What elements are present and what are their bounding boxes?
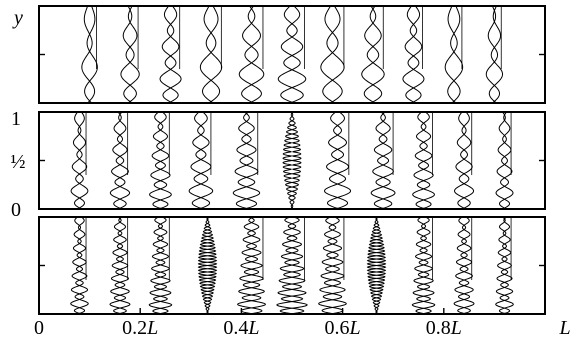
mode-profile-left bbox=[120, 5, 137, 104]
mode-profile-left bbox=[495, 216, 511, 315]
mode-profile-left bbox=[411, 216, 432, 315]
spindle-profile bbox=[374, 216, 387, 315]
mode-profile-right bbox=[73, 111, 89, 210]
mode-profile-right bbox=[405, 5, 425, 104]
mode-profile-left bbox=[109, 216, 127, 315]
mode-profile-right bbox=[240, 216, 267, 315]
axis-ticks bbox=[39, 53, 545, 314]
mode-profile-right bbox=[457, 111, 475, 210]
mode-profiles bbox=[70, 5, 514, 315]
mode-profile-left bbox=[148, 216, 169, 315]
mode-profile-left bbox=[188, 111, 211, 210]
spindle-profile bbox=[205, 216, 218, 315]
mode-profile-right bbox=[162, 5, 182, 104]
mode-profile-right bbox=[241, 5, 265, 104]
mode-profile-right bbox=[152, 111, 172, 210]
mode-profile-right bbox=[113, 111, 131, 210]
x-tick-label: 0.4L bbox=[223, 317, 259, 339]
mode-profile-right bbox=[363, 5, 385, 104]
mode-profile-left bbox=[70, 216, 86, 315]
mode-profile-right bbox=[415, 111, 435, 210]
mode-profile-left bbox=[318, 216, 344, 315]
mode-profile-right bbox=[321, 216, 347, 315]
mode-profile-left bbox=[412, 111, 432, 210]
mode-profile-right bbox=[488, 5, 504, 104]
mode-profile-right bbox=[457, 216, 475, 315]
mode-profile-left bbox=[485, 5, 501, 104]
spindle-profile bbox=[290, 111, 302, 210]
mode-profile-right bbox=[152, 216, 173, 315]
spindle-profile bbox=[282, 111, 294, 210]
mode-profile-right bbox=[123, 5, 140, 104]
mode-profile-right bbox=[84, 5, 98, 104]
mode-profile-right bbox=[373, 111, 396, 210]
mode-profile-left bbox=[402, 5, 422, 104]
mode-profile-right bbox=[415, 216, 436, 315]
mode-profile-left bbox=[81, 5, 96, 104]
mode-profile-right bbox=[499, 111, 514, 210]
mode-profile-left bbox=[238, 5, 262, 104]
mode-profile-left bbox=[277, 5, 304, 104]
mode-profile-left bbox=[320, 5, 343, 104]
mode-profile-left bbox=[70, 111, 85, 210]
spindle-profile bbox=[366, 216, 379, 315]
y-tick-label-half: ½ bbox=[11, 151, 26, 173]
x-tick-label: 0.8L bbox=[426, 317, 462, 339]
x-tick-label: 0.6L bbox=[325, 317, 361, 339]
mode-profile-right bbox=[279, 216, 308, 315]
mode-profile-left bbox=[323, 111, 349, 210]
mode-profile-left bbox=[454, 111, 471, 210]
mode-profile-left bbox=[149, 111, 169, 210]
x-tick-label: L bbox=[558, 317, 570, 339]
x-tick-label: 0 bbox=[34, 317, 44, 339]
mode-profile-right bbox=[235, 111, 261, 210]
mode-profile-left bbox=[159, 5, 179, 104]
panel-top-frame bbox=[38, 5, 546, 104]
mode-profile-right bbox=[191, 111, 214, 210]
mode-profile-right bbox=[326, 111, 352, 210]
mode-profile-right bbox=[202, 5, 223, 104]
mode-profile-left bbox=[444, 5, 461, 104]
mode-profile-right bbox=[280, 5, 307, 104]
mode-profile-left bbox=[453, 216, 471, 315]
y-tick-label-0: 0 bbox=[11, 199, 21, 221]
mode-profile-left bbox=[232, 111, 258, 210]
mode-profile-right bbox=[322, 5, 345, 104]
spindle-profile bbox=[197, 216, 210, 315]
y-tick-label-1: 1 bbox=[11, 108, 21, 130]
mode-profile-left bbox=[109, 111, 127, 210]
mode-profile-left bbox=[276, 216, 305, 315]
mode-profile-left bbox=[361, 5, 383, 104]
mode-profile-left bbox=[236, 216, 263, 315]
mode-profile-right bbox=[73, 216, 89, 315]
mode-profile-left bbox=[199, 5, 221, 104]
mode-profile-right bbox=[447, 5, 464, 104]
mode-profile-left bbox=[370, 111, 393, 210]
mode-profile-left bbox=[495, 111, 511, 210]
x-tick-label: 0.2L bbox=[122, 317, 158, 339]
y-axis-label: y bbox=[12, 7, 23, 29]
x-tick-labels: 0 0.2L 0.4L 0.6L 0.8L L bbox=[34, 317, 571, 339]
